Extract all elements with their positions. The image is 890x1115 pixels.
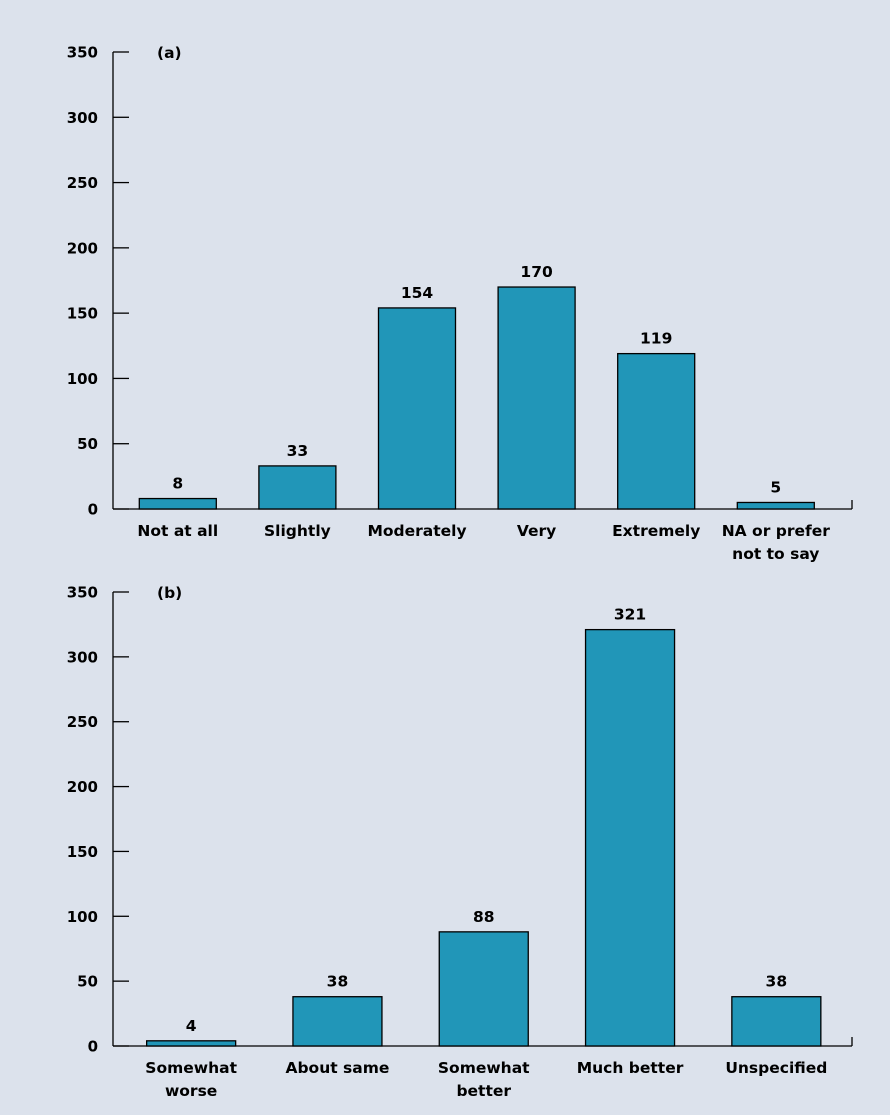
chart-a-data-label: 8 [172, 475, 183, 493]
chart-a-category-label: Moderately [367, 522, 466, 540]
chart-b-y-tick-label: 0 [88, 1038, 98, 1056]
chart-b-category-label: better [456, 1082, 511, 1100]
chart-b-bar [731, 996, 822, 1047]
chart-b-y-tick-label: 150 [67, 843, 98, 861]
chart-b-y-tick-label: 250 [67, 713, 98, 731]
chart-a-y-tick-label: 250 [67, 174, 98, 192]
chart-a-y-tick-label: 150 [67, 305, 98, 323]
chart-a-bar [377, 307, 457, 510]
chart-b-y-tick-label: 200 [67, 778, 98, 796]
chart-b-data-label: 4 [186, 1017, 197, 1035]
chart-b-category-label: Unspecified [725, 1059, 827, 1077]
chart-a-data-label: 154 [401, 284, 434, 302]
chart-a-y-tick-label: 100 [67, 370, 98, 388]
chart-a-y-tick-label: 300 [67, 109, 98, 127]
chart-a-data-label: 33 [287, 442, 309, 460]
chart-b-data-label: 321 [614, 606, 646, 624]
chart-b-bar [438, 931, 529, 1047]
chart-b-bar [145, 1040, 237, 1047]
chart-a-category-label: Not at all [137, 522, 218, 540]
chart-a-bar [497, 286, 576, 510]
chart-b-data-label: 38 [327, 973, 349, 991]
chart-b-data-label: 38 [766, 973, 788, 991]
chart-a-y-tick-label: 0 [88, 501, 98, 519]
chart-a-category-label: NA or prefer [722, 522, 831, 540]
chart-b-category-label: About same [285, 1059, 389, 1077]
chart-a-bar [138, 497, 217, 510]
chart-a-data-label: 170 [520, 263, 553, 281]
chart-a-category-label: Extremely [612, 522, 700, 540]
chart-b-category-label: worse [165, 1082, 217, 1100]
chart-a-data-label: 5 [770, 478, 781, 496]
chart-b-panel-label: (b) [157, 584, 182, 602]
chart-b-y-tick-label: 350 [67, 584, 98, 602]
chart-a-y-tick-label: 200 [67, 239, 98, 257]
chart-b-category-label: Much better [577, 1059, 684, 1077]
chart-b-bar [292, 996, 383, 1047]
chart-a-category-label: Very [517, 522, 556, 540]
chart-b-category-label: Somewhat [145, 1059, 237, 1077]
chart-a-category-label: not to say [732, 545, 819, 563]
chart-b-category-label: Somewhat [438, 1059, 530, 1077]
chart-b-y-tick-label: 100 [67, 908, 98, 926]
chart-b-y-tick-label: 50 [77, 973, 98, 991]
chart-a-category-label: Slightly [264, 522, 331, 540]
chart-b-y-tick-label: 300 [67, 648, 98, 666]
chart-a-panel-label: (a) [157, 44, 182, 62]
chart-a-bar [736, 501, 815, 510]
chart-a-y-tick-label: 350 [67, 44, 98, 62]
chart-a-bar [617, 352, 696, 510]
chart-b-bar [584, 628, 676, 1047]
chart-b-data-label: 88 [473, 908, 495, 926]
chart-a-data-label: 119 [640, 330, 672, 348]
chart-a-y-tick-label: 50 [77, 435, 98, 453]
chart-a-bar [258, 465, 337, 510]
